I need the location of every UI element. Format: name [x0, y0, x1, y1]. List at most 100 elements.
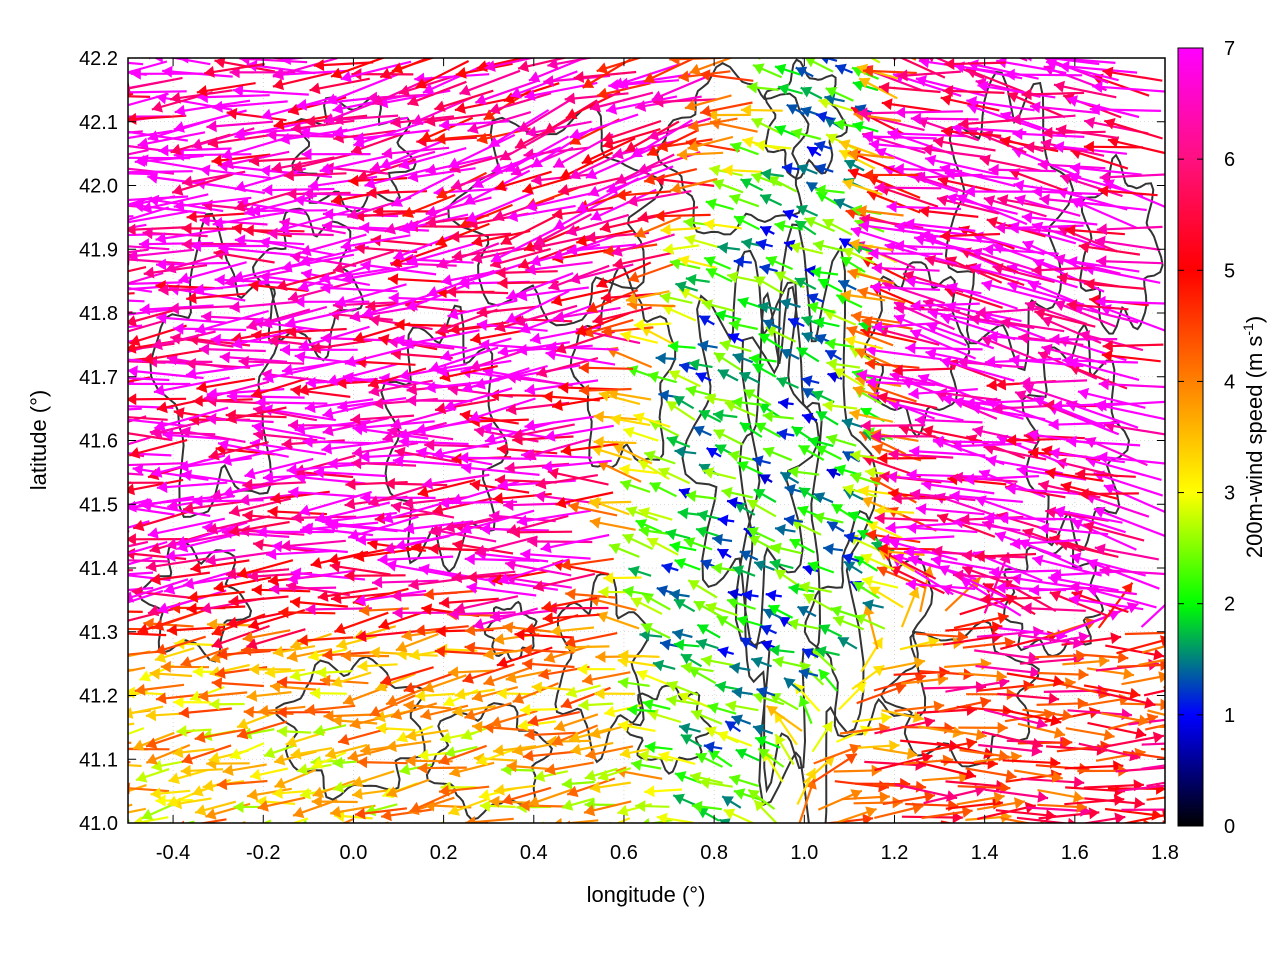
- vector-head: [974, 550, 985, 563]
- vector-head: [622, 585, 634, 598]
- vector-shaft: [1049, 451, 1125, 464]
- vector-head: [669, 370, 681, 381]
- wind-vector: [1049, 333, 1118, 346]
- vector-head: [635, 800, 646, 813]
- wind-vector: [865, 358, 920, 370]
- wind-vector: [304, 703, 356, 716]
- vector-shaft: [489, 609, 558, 619]
- vector-shaft: [128, 285, 169, 291]
- vector-shaft: [960, 577, 1022, 617]
- wind-vector: [726, 597, 756, 611]
- wind-vector: [173, 322, 247, 335]
- wind-vector: [1048, 418, 1120, 431]
- vector-head: [804, 216, 817, 228]
- vector-head: [192, 785, 204, 797]
- vector-head: [799, 581, 811, 594]
- vector-head: [503, 499, 514, 511]
- vector-head: [403, 497, 414, 509]
- wind-vector: [554, 330, 616, 354]
- vector-head: [385, 559, 397, 572]
- vector-shaft: [997, 692, 1060, 701]
- vector-head: [226, 412, 238, 424]
- vector-head: [741, 237, 753, 250]
- wind-vector: [336, 635, 377, 650]
- wind-vector: [1066, 435, 1141, 448]
- vector-shaft: [449, 321, 510, 332]
- vector-head: [393, 455, 404, 468]
- vector-head: [862, 599, 874, 611]
- vector-shaft: [1138, 658, 1165, 667]
- vector-head: [966, 737, 977, 750]
- wind-vector: [256, 526, 335, 538]
- vector-head: [355, 533, 366, 546]
- vector-head: [760, 624, 772, 636]
- vector-head: [190, 690, 202, 702]
- vector-head: [578, 361, 589, 374]
- wind-vector: [1103, 483, 1165, 514]
- vector-head: [713, 429, 726, 440]
- vector-head: [444, 746, 456, 758]
- wind-vector: [337, 397, 407, 413]
- vector-head: [741, 589, 753, 602]
- vector-head: [918, 373, 930, 385]
- wind-vector: [439, 365, 498, 383]
- vector-shaft: [874, 516, 939, 522]
- vector-head: [263, 471, 274, 484]
- wind-vector: [733, 255, 752, 268]
- vector-head: [762, 319, 775, 330]
- vector-head: [753, 489, 766, 500]
- vector-head: [410, 801, 422, 813]
- vector-head: [940, 356, 952, 369]
- vector-head: [894, 314, 906, 326]
- vector-head: [952, 471, 963, 484]
- wind-vector: [1117, 659, 1165, 672]
- vector-head: [368, 377, 380, 389]
- vector-head: [951, 440, 962, 452]
- vector-head: [628, 271, 640, 283]
- vector-head: [466, 581, 478, 594]
- vector-shaft: [164, 824, 211, 837]
- wind-vector: [703, 256, 732, 270]
- vector-head: [595, 650, 606, 663]
- vector-head: [666, 694, 678, 707]
- vector-head: [400, 822, 401, 823]
- vector-head: [142, 227, 153, 240]
- wind-vector: [345, 478, 408, 491]
- vector-head: [678, 692, 690, 704]
- wind-vector: [514, 628, 573, 641]
- wind-vector: [229, 300, 296, 313]
- vector-head: [497, 345, 509, 358]
- vector-head: [628, 565, 640, 578]
- vector-head: [877, 452, 888, 465]
- vector-head: [493, 744, 504, 757]
- vector-head: [678, 255, 690, 267]
- vector-head: [788, 317, 800, 329]
- wind-vector: [692, 425, 712, 437]
- wind-vector: [641, 593, 671, 611]
- wind-vector: [868, 247, 943, 260]
- wind-vector: [197, 690, 248, 702]
- wind-vector: [978, 679, 1035, 692]
- vector-head: [1078, 241, 1090, 254]
- vector-head: [717, 242, 729, 254]
- vector-shaft: [128, 292, 135, 295]
- vector-head: [522, 749, 534, 762]
- vector-head: [146, 737, 158, 749]
- vector-shaft: [128, 226, 189, 231]
- wind-vector: [1036, 697, 1088, 710]
- wind-vector: [217, 439, 289, 458]
- vector-head: [598, 769, 610, 782]
- vector-head: [631, 759, 643, 771]
- vector-shaft: [964, 399, 1040, 405]
- vector-head: [474, 377, 486, 390]
- wind-vector: [758, 332, 783, 349]
- wind-vector: [132, 464, 209, 481]
- vector-head: [673, 396, 685, 407]
- wind-vector: [758, 402, 782, 419]
- vector-head: [156, 312, 167, 324]
- wind-vector: [1083, 521, 1145, 542]
- vector-shaft: [128, 632, 167, 637]
- vector-shaft: [302, 440, 372, 445]
- vector-head: [386, 694, 398, 706]
- vector-head: [1079, 330, 1091, 342]
